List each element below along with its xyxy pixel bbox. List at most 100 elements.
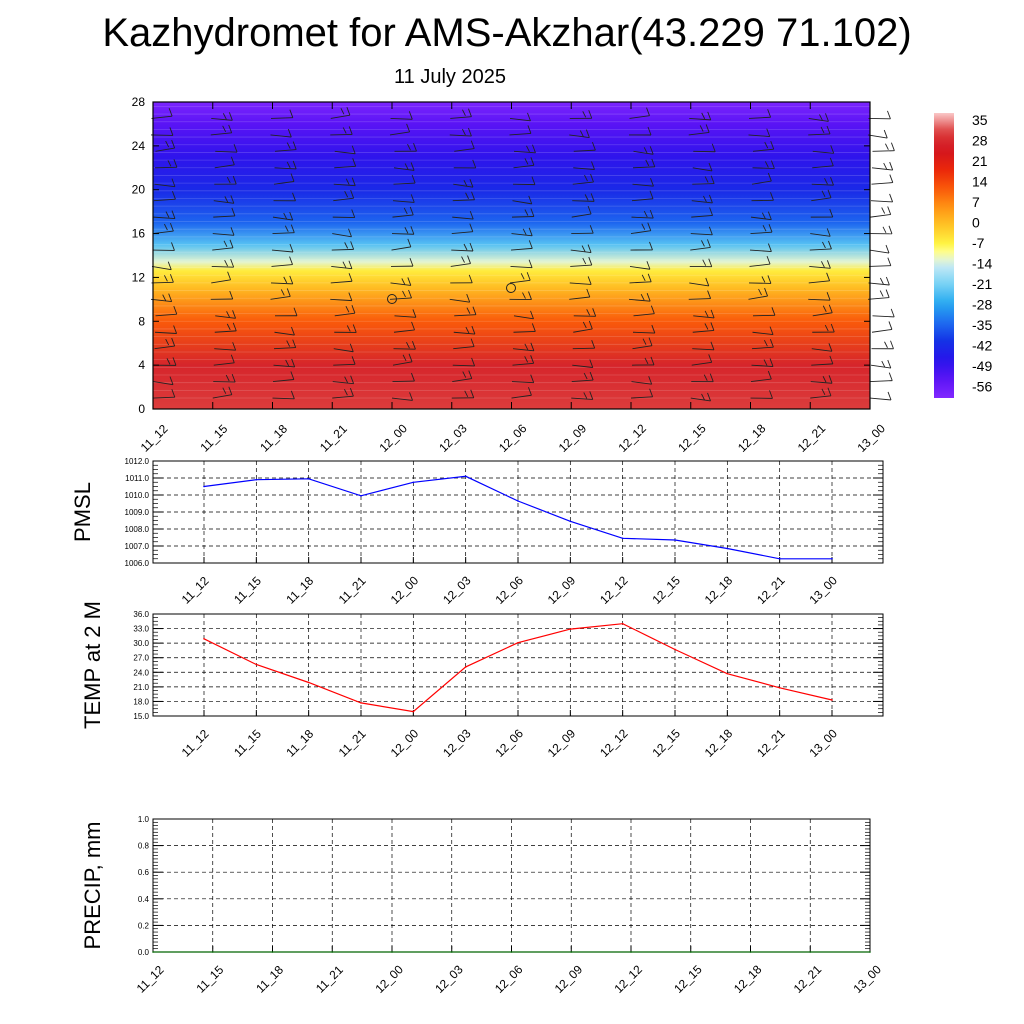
section-x-tick-label: 13_00 <box>854 421 888 455</box>
temp-data-point <box>831 699 833 701</box>
temp-x-tick-label: 11_15 <box>231 727 264 760</box>
section-y-tick-label: 24 <box>132 139 146 153</box>
temperature-section-plot: 0 4 8 12 16 20 24 28 11_12 11_15 11_18 11_21 12_00 12… <box>132 95 895 455</box>
pmsl-x-tick-label: 12_18 <box>702 573 736 607</box>
temp-data-point <box>307 681 310 684</box>
precip-x-tick-label: 11_21 <box>313 963 346 996</box>
section-x-tick-label: 11_15 <box>197 422 230 455</box>
precip-x-tick-label: 13_00 <box>850 962 884 996</box>
precip-data-point <box>391 951 393 953</box>
temp-x-tick-label: 12_03 <box>440 726 474 760</box>
precip-x-tick-label: 12_21 <box>791 962 825 996</box>
precip-y-tick-label: 0.0 <box>138 948 150 957</box>
precip-x-tick-label: 12_00 <box>372 962 406 996</box>
section-x-tick-label: 11_18 <box>257 422 290 455</box>
pmsl-x-tick-label: 11_15 <box>231 574 264 607</box>
pmsl-y-tick-label: 1011.0 <box>125 474 149 483</box>
section-x-tick-label: 12_03 <box>436 421 470 455</box>
temp-x-tick-label: 12_18 <box>702 726 736 760</box>
section-x-tick-label: 12_15 <box>675 421 709 455</box>
section-x-tick-label: 11_12 <box>138 422 171 455</box>
colorbar-label: -42 <box>972 338 992 354</box>
temp-plot: 15.0 18.0 21.0 24.0 27.0 30.0 33.0 36.0 11_12 11_… <box>80 601 884 760</box>
pmsl-axis-title: PMSL <box>70 482 95 542</box>
precip-data-point <box>630 951 632 953</box>
temp-y-tick-label: 36.0 <box>133 610 149 619</box>
pmsl-data-point <box>203 485 205 488</box>
temp-data-point <box>360 702 362 704</box>
section-y-tick-label: 4 <box>138 358 145 372</box>
pmsl-x-tick-label: 12_09 <box>545 573 579 607</box>
section-x-tick-label: 11_21 <box>317 422 350 455</box>
section-y-tick-label: 28 <box>132 95 146 109</box>
pmsl-x-tick-label: 12_15 <box>649 573 683 607</box>
pmsl-data-point <box>360 495 362 497</box>
colorbar-label: -56 <box>972 379 992 395</box>
colorbar-label: -21 <box>972 276 992 292</box>
precip-data-point <box>869 951 871 953</box>
precip-data-point <box>809 951 812 953</box>
pmsl-y-tick-label: 1012.0 <box>125 457 150 466</box>
calm-marker <box>506 283 516 293</box>
precip-x-tick-label: 11_15 <box>193 963 226 996</box>
section-x-tick-label: 12_09 <box>556 421 590 455</box>
pmsl-data-point <box>831 557 833 560</box>
temp-y-tick-label: 30.0 <box>133 639 149 648</box>
section-y-tick-label: 12 <box>132 270 146 284</box>
colorbar-label: 7 <box>972 194 980 210</box>
precip-data-point <box>211 951 214 953</box>
precip-plot: 0.0 0.2 0.4 0.6 0.8 1.0 11_12 11_15 11_18 11_21 12… <box>80 815 884 996</box>
section-y-tick-label: 16 <box>132 227 146 241</box>
pmsl-y-tick-label: 1006.0 <box>125 559 150 568</box>
pmsl-data-point <box>778 557 781 560</box>
precip-x-tick-label: 11_12 <box>134 963 167 996</box>
precip-data-point <box>749 951 752 953</box>
precip-y-tick-label: 1.0 <box>138 815 150 824</box>
pmsl-y-tick-label: 1007.0 <box>125 542 150 551</box>
pmsl-x-tick-label: 11_21 <box>336 574 369 607</box>
pmsl-y-tick-label: 1010.0 <box>125 491 150 500</box>
temp-data-point <box>203 637 205 640</box>
section-y-tick-label: 0 <box>138 402 145 416</box>
temp-y-tick-label: 15.0 <box>133 712 149 721</box>
temp-y-tick-label: 18.0 <box>133 697 149 706</box>
precip-data-point <box>152 951 154 953</box>
pmsl-data-point <box>517 500 519 502</box>
colorbar-label: 21 <box>972 153 988 169</box>
temp-x-tick-label: 12_00 <box>388 726 422 760</box>
precip-data-point <box>331 951 334 953</box>
temp-data-point <box>778 687 781 689</box>
pmsl-data-point <box>307 478 310 480</box>
precip-y-tick-label: 0.2 <box>138 921 150 930</box>
pmsl-x-tick-label: 11_18 <box>283 574 316 607</box>
colorbar-gradient <box>934 113 954 398</box>
pmsl-x-tick-label: 12_00 <box>388 573 422 607</box>
precip-data-point <box>570 951 573 953</box>
temp-data-point <box>726 672 729 675</box>
chart-title: Kazhydromet for AMS-Akzhar(43.229 71.102… <box>102 11 912 55</box>
calm-marker <box>387 294 397 304</box>
pmsl-x-tick-label: 12_12 <box>597 573 631 607</box>
temp-data-point <box>255 663 258 666</box>
pmsl-x-tick-label: 12_21 <box>754 573 788 607</box>
temp-data-point <box>569 628 572 630</box>
colorbar-label: -49 <box>972 358 992 374</box>
colorbar-label: 35 <box>972 112 988 128</box>
pmsl-data-point <box>255 478 258 481</box>
precip-data-point <box>271 951 274 953</box>
precip-data-point <box>510 951 513 953</box>
pmsl-x-tick-label: 12_03 <box>440 573 474 607</box>
pmsl-y-tick-label: 1009.0 <box>125 508 150 517</box>
precip-y-tick-label: 0.8 <box>138 842 150 851</box>
colorbar: 35 28 21 14 7 0 -7 -14 -21 -28 -35 -42 -49 -56 <box>934 112 992 398</box>
pmsl-x-tick-label: 11_12 <box>179 574 212 607</box>
precip-x-tick-label: 12_09 <box>552 962 586 996</box>
colorbar-label: 14 <box>972 174 988 190</box>
temp-x-tick-label: 12_09 <box>545 726 579 760</box>
temp-x-tick-label: 12_21 <box>754 726 788 760</box>
wind-barbs <box>150 107 895 402</box>
precip-y-tick-label: 0.6 <box>138 868 150 877</box>
precip-data-point <box>689 951 692 953</box>
pmsl-data-point <box>726 547 729 550</box>
